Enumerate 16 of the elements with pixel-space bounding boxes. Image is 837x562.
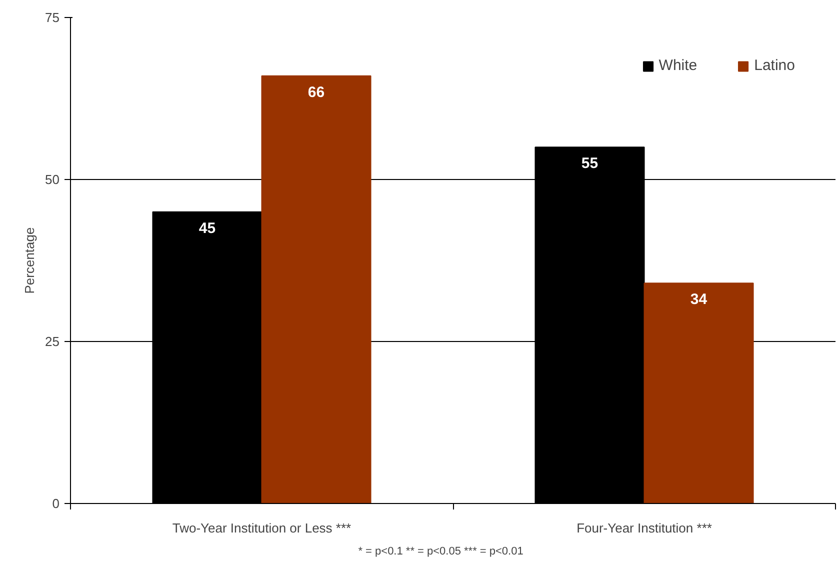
y-axis-title: Percentage (22, 227, 38, 294)
y-tick-label: 0 (52, 496, 60, 511)
legend-label: Latino (754, 57, 795, 74)
data-label: 55 (581, 155, 598, 172)
bar (261, 75, 372, 504)
text: * = p<0.1 ** = p<0.05 *** = p<0.01 (358, 546, 524, 558)
data-label: 66 (308, 84, 325, 101)
bar (644, 282, 754, 504)
data-label: 34 (690, 291, 708, 308)
y-tick-label: 25 (45, 334, 60, 349)
y-tick-label: 75 (45, 10, 60, 25)
y-tick-label: 50 (45, 172, 60, 187)
x-tick-label: Four-Year Institution *** (576, 520, 712, 536)
legend-label: White (658, 57, 698, 74)
x-tick-label: Two-Year Institution or Less *** (172, 520, 352, 536)
data-label: 45 (198, 220, 216, 237)
